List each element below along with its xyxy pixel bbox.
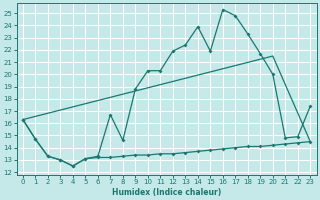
X-axis label: Humidex (Indice chaleur): Humidex (Indice chaleur) <box>112 188 221 197</box>
